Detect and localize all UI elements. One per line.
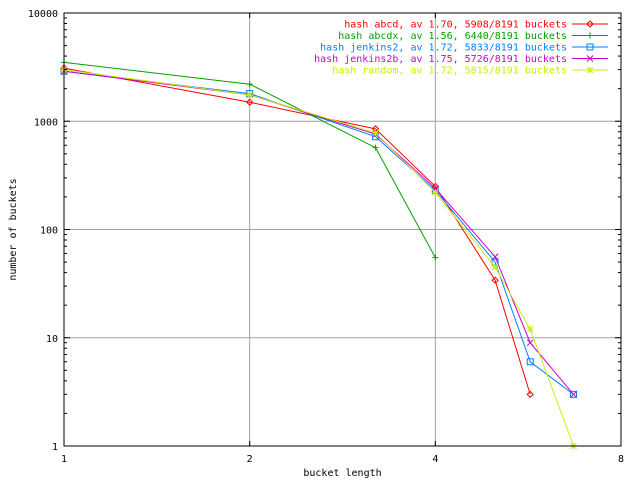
point-marker <box>491 276 499 284</box>
legend-label: hash abcdx, av 1.56, 6440/8191 buckets <box>338 31 567 42</box>
point-marker <box>526 325 534 333</box>
axes: 1 2 4 8 1 10 100 1000 10000 <box>28 9 624 465</box>
series-line <box>63 70 574 395</box>
point-marker <box>245 98 254 106</box>
x-tick-label: 2 <box>247 454 253 465</box>
point-marker <box>587 32 593 39</box>
series-line <box>63 69 574 447</box>
point-marker <box>246 91 254 99</box>
y-tick-label: 100 <box>40 226 58 237</box>
point-marker <box>431 189 439 196</box>
x-tick-label: 8 <box>618 454 624 465</box>
point-marker <box>372 144 379 151</box>
point-marker <box>432 254 439 261</box>
point-marker <box>526 358 534 366</box>
point-marker <box>526 339 534 347</box>
series-1 <box>60 64 534 399</box>
point-marker <box>586 43 594 51</box>
point-marker <box>491 263 499 271</box>
y-tick-label: 1 <box>52 442 58 453</box>
point-marker <box>569 390 577 398</box>
y-tick-label: 1000 <box>34 117 58 128</box>
y-axis-label: number of buckets <box>8 178 19 280</box>
legend-label: hash jenkins2b, av 1.75, 5726/8191 bucke… <box>314 54 567 65</box>
series-layer <box>60 59 577 450</box>
x-axis-label: bucket length <box>303 468 381 479</box>
series-line <box>63 61 436 258</box>
point-marker <box>491 253 499 261</box>
series-5 <box>60 66 577 450</box>
point-marker <box>586 66 594 74</box>
point-marker <box>526 390 534 399</box>
legend-label: hash random, av 1.72, 5815/8191 buckets <box>332 66 567 77</box>
point-marker <box>586 20 594 28</box>
legend: hash abcd, av 1.70, 5908/8191 bucketshas… <box>314 20 608 77</box>
point-marker <box>586 55 594 62</box>
y-tick-label: 10 <box>46 334 58 345</box>
point-marker <box>570 390 577 398</box>
y-tick-label: 10000 <box>28 9 58 20</box>
point-marker <box>431 182 440 191</box>
series-line <box>63 67 531 395</box>
x-tick-label: 1 <box>61 454 67 465</box>
x-tick-label: 4 <box>432 454 438 465</box>
grid <box>64 13 621 446</box>
legend-label: hash abcd, av 1.70, 5908/8191 buckets <box>344 20 567 31</box>
point-marker <box>246 81 253 88</box>
series-3 <box>60 67 577 398</box>
point-marker <box>372 129 379 137</box>
legend-label: hash jenkins2, av 1.72, 5833/8191 bucket… <box>320 43 567 54</box>
series-line <box>63 70 574 395</box>
